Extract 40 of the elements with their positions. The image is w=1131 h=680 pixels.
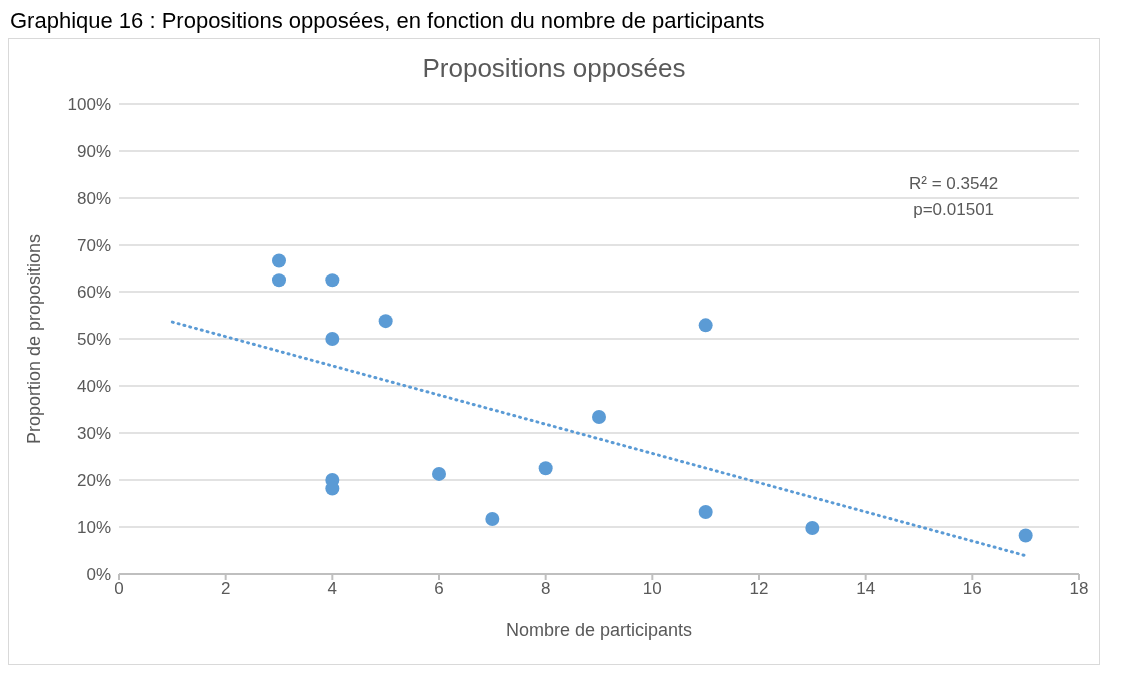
x-axis-title: Nombre de participants [505, 620, 693, 640]
y-tick-label: 10% [76, 518, 111, 538]
point [325, 332, 340, 346]
point [538, 461, 553, 476]
point [805, 520, 820, 535]
x-tick-label: 6 [434, 579, 444, 599]
x-tick-label: 4 [327, 579, 338, 599]
x-tick-label: 16 [962, 579, 982, 599]
x-tick-label: 18 [1069, 579, 1089, 599]
y-tick-label: 80% [76, 189, 111, 209]
point [272, 253, 286, 268]
y-tick-label: 40% [76, 377, 111, 397]
y-tick-label: 50% [76, 330, 111, 350]
chart-title: Graphique 16 : Propositions opposées, en fonction du nombre de participants [9, 8, 766, 35]
point [485, 512, 500, 527]
point [1018, 528, 1033, 543]
y-tick-label: 30% [76, 424, 111, 444]
y-tick-label: 100% [67, 95, 111, 115]
point [592, 410, 606, 425]
y-axis-title: Proportion de propositions [24, 233, 45, 445]
point [698, 504, 713, 519]
point [698, 318, 713, 333]
annotation: R² = 0.3542 [909, 174, 999, 193]
x-tick-label: 10 [642, 579, 662, 599]
x-tick-label: 12 [749, 579, 769, 599]
y-tick-label: 0% [86, 565, 111, 585]
y-tick-label: 90% [76, 142, 111, 162]
y-tick-label: 60% [76, 283, 111, 303]
point [272, 273, 286, 288]
annotation: p=0.01501 [913, 200, 995, 219]
point [432, 466, 446, 481]
x-tick-label: 0 [114, 579, 124, 599]
point [325, 273, 340, 288]
point [378, 314, 393, 329]
y-tick-label: 20% [76, 471, 111, 491]
x-tick-label: 14 [856, 579, 876, 599]
x-tick-label: 8 [540, 579, 551, 599]
y-tick-label: 70% [76, 236, 111, 256]
chart-subtitle: Propositions opposées [421, 53, 687, 84]
x-tick-label: 2 [220, 579, 231, 599]
